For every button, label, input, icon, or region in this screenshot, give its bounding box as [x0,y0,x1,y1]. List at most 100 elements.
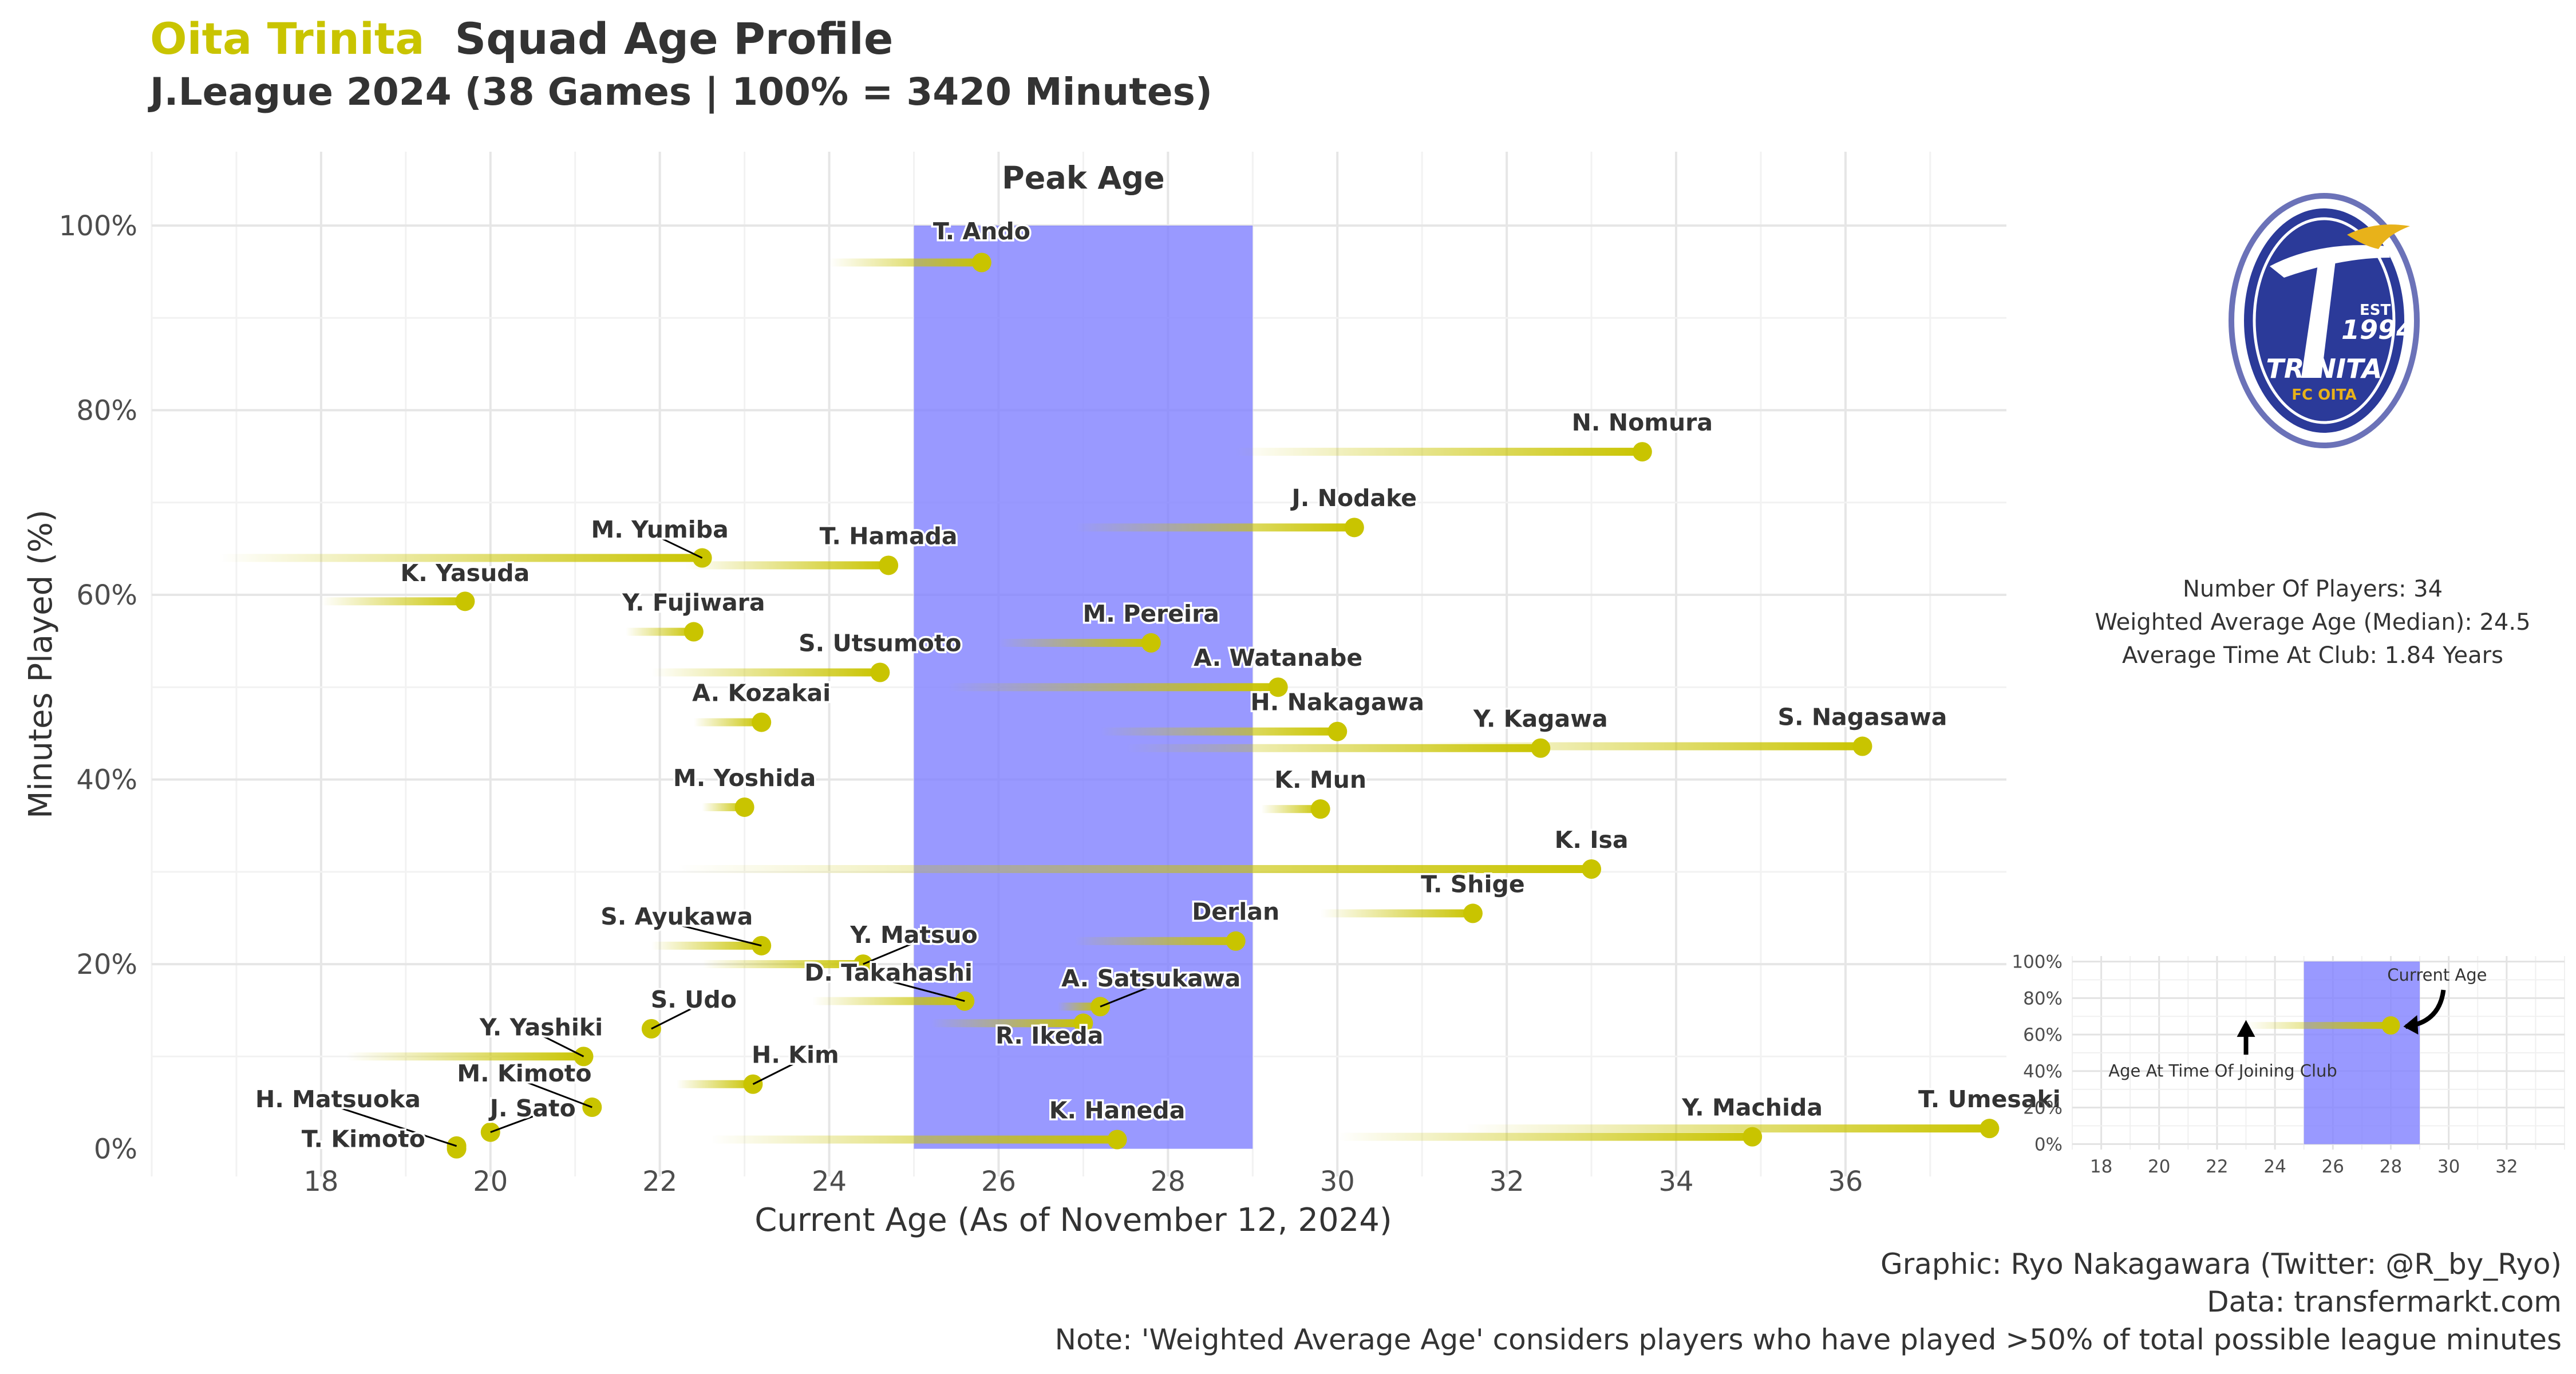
player-label-d-takahashi: D. Takahashi [804,959,973,986]
player-label-y-kagawa: Y. Kagawa [1473,705,1608,733]
player-label-s-udo: S. Udo [651,986,737,1013]
label-leader-y-yashiki [540,1034,584,1057]
player-label-a-watanabe: A. Watanabe [1194,644,1362,672]
summary-weighted-age: Weighted Average Age (Median): 24.5 [2095,609,2531,635]
player-label-t-ando: T. Ando [933,218,1030,245]
legend-point [2381,1016,2400,1035]
club-name: Oita Trinita [150,13,425,64]
player-label-y-yashiki: Y. Yashiki [479,1013,603,1041]
player-label-y-fujiwara: Y. Fujiwara [622,589,765,616]
tenure-line-r-ikeda [931,1019,1084,1028]
x-tick-label: 36 [1828,1166,1863,1198]
summary-avg-time: Average Time At Club: 1.84 Years [2122,642,2503,669]
legend-x-tick: 30 [2437,1156,2460,1177]
tenure-line-s-ayukawa [651,941,762,950]
player-point-derlan [1226,931,1246,951]
y-tick-label: 20% [76,949,137,981]
logo-text-name: TRINITA [2266,353,2383,384]
main-marks [219,252,2000,1159]
legend-x-tick: 28 [2380,1156,2402,1177]
player-label-m-yumiba: M. Yumiba [591,516,728,543]
y-tick-label: 0% [94,1134,137,1166]
player-point-t-kimoto [447,1139,467,1159]
x-axis-label: Current Age (As of November 12, 2024) [754,1202,1392,1239]
player-point-a-kozakai [752,712,772,732]
player-point-s-utsumoto [870,662,890,682]
label-leader-d-takahashi [888,980,965,1002]
peak-age-label: Peak Age [1002,160,1164,196]
player-point-r-ikeda [1073,1013,1093,1033]
current-age-arrowhead [2403,1015,2419,1035]
tenure-line-n-nomura [1235,448,1642,456]
tenure-line-a-kozakai [693,718,762,727]
tenure-line-y-yashiki [346,1052,584,1061]
legend-joined-age-label: Age At Time Of Joining Club [2108,1061,2337,1080]
label-leader-s-ayukawa [676,923,762,947]
caption-data-source: Data: transfermarkt.com [2207,1285,2562,1318]
label-leader-s-udo [651,1006,694,1030]
player-label-k-yasuda: K. Yasuda [400,559,530,587]
player-point-t-hamada [879,555,899,575]
tenure-line-y-fujiwara [626,627,694,636]
tenure-line-t-umesaki [1464,1124,1990,1133]
player-point-y-fujiwara [683,622,704,642]
player-point-k-isa [1582,859,1602,879]
legend-x-tick: 20 [2148,1156,2170,1177]
y-tick-label: 80% [76,395,137,427]
y-tick-label: 60% [76,579,137,611]
logo-text-city: FC OITA [2291,386,2357,404]
legend-x-tick: 26 [2322,1156,2344,1177]
x-tick-label: 34 [1658,1166,1693,1198]
y-axis-label: Minutes Played (%) [22,510,60,819]
tenure-line-m-yumiba [219,554,702,562]
player-label-a-satsukawa: A. Satsukawa [1061,965,1240,992]
player-point-j-nodake [1344,518,1364,538]
legend-peak-band [2304,961,2420,1144]
summary-players: Number Of Players: 34 [2182,576,2443,602]
legend-axes: 18 20 22 24 26 28 30 32 0% 20% 40% 60% 80% 100% [2012,952,2518,1177]
player-point-t-shige [1463,903,1483,923]
label-leader-y-matsuo [863,942,915,965]
player-point-m-yoshida [734,797,754,817]
player-label-t-umesaki: T. Umesaki [1918,1085,2061,1113]
player-label-k-haneda: K. Haneda [1049,1096,1186,1124]
player-label-s-nagasawa: S. Nagasawa [1777,703,1947,731]
x-tick-label: 22 [642,1166,677,1198]
player-label-derlan: Derlan [1192,898,1279,926]
joined-age-arrowhead [2237,1020,2255,1037]
player-point-t-ando [971,252,991,273]
legend-current-age-label: Current Age [2387,965,2487,985]
main-labels: T. Ando N. Nomura J. Nodake M. Yumiba T. Ham… [254,216,2063,1155]
legend-tenure-line [2246,1022,2391,1029]
x-tick-label: 26 [981,1166,1016,1198]
player-point-k-haneda [1107,1130,1127,1150]
player-point-s-nagasawa [1852,736,1872,756]
chart-title-block: Oita Trinita Squad Age Profile J.League … [150,11,1212,118]
player-label-m-pereira: M. Pereira [1083,600,1219,627]
player-label-n-nomura: N. Nomura [1572,409,1713,436]
subtitle: J.League 2024 (38 Games | 100% = 3420 Mi… [150,70,1213,114]
player-point-m-pereira [1141,633,1161,653]
player-label-h-matsuoka: H. Matsuoka [255,1085,421,1113]
tenure-line-y-machida [1337,1132,1753,1141]
tenure-line-d-takahashi [812,997,965,1005]
legend-x-tick: 22 [2206,1156,2228,1177]
legend-peak-rect [2304,961,2420,1144]
label-leader-a-satsukawa [1100,985,1152,1008]
player-point-t-umesaki [1980,1119,2000,1139]
player-point-k-yasuda [455,591,475,611]
tenure-line-y-matsuo [702,960,863,969]
tenure-line-derlan [1074,937,1236,945]
tenure-line-k-isa [677,865,1592,873]
page-title: Oita Trinita Squad Age Profile [150,11,1212,66]
legend-marks: Current Age Age At Time Of Joining Club [2108,965,2487,1080]
tenure-line-t-shige [1320,909,1473,918]
player-label-h-kim: H. Kim [752,1041,839,1069]
label-leader-h-kim [752,1062,796,1085]
player-label-k-isa: K. Isa [1555,826,1629,854]
legend-y-tick: 80% [2023,988,2063,1009]
player-label-h-nakagawa: H. Nakagawa [1250,689,1424,716]
player-label-t-shige: T. Shige [1421,870,1525,898]
player-label-j-sato: J. Sato [488,1095,576,1122]
